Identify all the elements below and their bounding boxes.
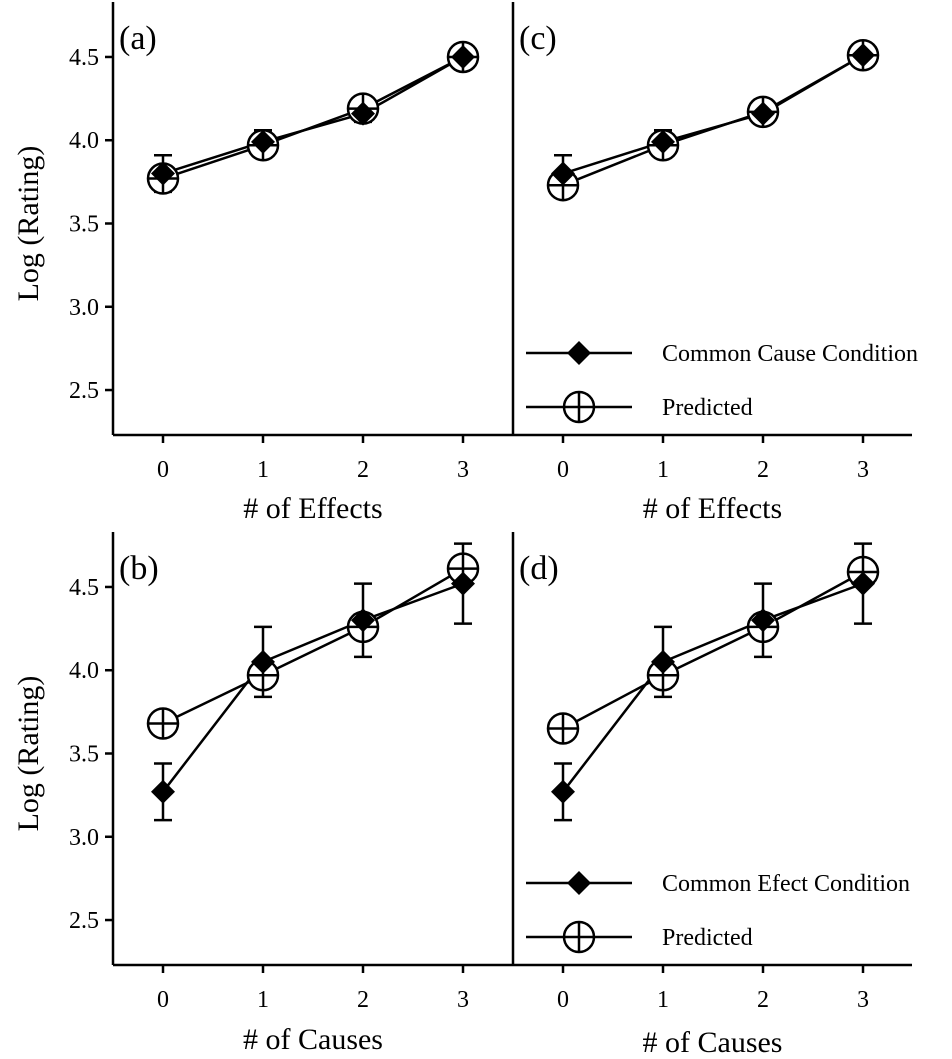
panel-a: 0 1 2 3 2.5 3.0 3.5 4.0 4.5 Log (Rating) # of Effe… bbox=[12, 2, 513, 525]
panel-label: (d) bbox=[519, 550, 559, 587]
observed-point bbox=[751, 101, 775, 126]
legend-label-observed: Common Efect Condition bbox=[662, 871, 910, 897]
predicted-series-line bbox=[562, 54, 864, 187]
observed-point bbox=[451, 571, 475, 596]
y-tick-label: 4.5 bbox=[69, 45, 99, 71]
x-axis-title: # of Causes bbox=[643, 1026, 783, 1059]
observed-point bbox=[851, 43, 875, 68]
x-tick-label: 0 bbox=[557, 987, 569, 1013]
observed-point bbox=[751, 608, 775, 633]
y-tick-label: 2.5 bbox=[69, 908, 99, 934]
x-tick-label: 1 bbox=[257, 987, 269, 1013]
x-tick-label: 3 bbox=[857, 457, 869, 483]
x-tick-label: 2 bbox=[757, 457, 769, 483]
panel-label: (b) bbox=[119, 550, 159, 587]
legend-label-predicted: Predicted bbox=[662, 395, 753, 421]
observed-point bbox=[151, 779, 175, 804]
panel-label: (c) bbox=[519, 20, 557, 57]
observed-series-line bbox=[562, 582, 864, 793]
predicted-point bbox=[146, 707, 180, 740]
observed-point bbox=[551, 161, 575, 186]
x-tick-label: 0 bbox=[157, 987, 169, 1013]
x-tick-label: 1 bbox=[657, 987, 669, 1013]
y-axis-title: Log (Rating) bbox=[12, 146, 45, 302]
observed-point bbox=[851, 571, 875, 596]
observed-point bbox=[351, 608, 375, 633]
observed-series-line bbox=[162, 55, 464, 175]
x-tick-label: 2 bbox=[357, 457, 369, 483]
panel-c: 0 1 2 3 # of Effects (c) Common Cause Conditio… bbox=[511, 2, 918, 525]
observed-point bbox=[451, 44, 475, 69]
legend-marker-observed bbox=[567, 341, 591, 365]
y-tick-label: 3.5 bbox=[69, 742, 99, 768]
observed-series-line bbox=[162, 582, 464, 793]
y-tick-label: 4.0 bbox=[69, 128, 99, 154]
x-tick-label: 2 bbox=[757, 987, 769, 1013]
y-tick-label: 4.5 bbox=[69, 575, 99, 601]
x-tick-label: 3 bbox=[457, 987, 469, 1013]
legend-label-observed: Common Cause Condition bbox=[662, 341, 918, 367]
panel-label: (a) bbox=[119, 20, 157, 57]
x-axis-title: # of Causes bbox=[243, 1023, 383, 1056]
x-axis-title: # of Effects bbox=[643, 492, 782, 525]
observed-point bbox=[651, 129, 675, 154]
predicted-series-line bbox=[162, 567, 464, 725]
x-tick-label: 1 bbox=[657, 457, 669, 483]
x-tick-label: 1 bbox=[257, 457, 269, 483]
x-tick-label: 3 bbox=[857, 987, 869, 1013]
y-axis-title: Log (Rating) bbox=[12, 676, 45, 832]
predicted-series-line bbox=[562, 570, 864, 730]
panel-d: 0 1 2 3 # of Causes (d) Common Efect Condition… bbox=[511, 532, 912, 1059]
x-tick-label: 3 bbox=[457, 457, 469, 483]
observed-point bbox=[151, 161, 175, 186]
observed-point bbox=[351, 101, 375, 126]
y-tick-label: 3.5 bbox=[69, 212, 99, 238]
y-tick-label: 4.0 bbox=[69, 658, 99, 684]
x-tick-label: 0 bbox=[557, 457, 569, 483]
x-axis-title: # of Effects bbox=[243, 492, 382, 525]
y-tick-label: 3.0 bbox=[69, 825, 99, 851]
observed-series-line bbox=[562, 54, 864, 175]
observed-point bbox=[251, 129, 275, 154]
y-tick-label: 2.5 bbox=[69, 378, 99, 404]
legend-label-predicted: Predicted bbox=[662, 925, 753, 951]
predicted-series-line bbox=[162, 55, 464, 180]
x-tick-label: 2 bbox=[357, 987, 369, 1013]
legend-marker-predicted bbox=[562, 390, 596, 424]
panel-b: 0 1 2 3 2.5 3.0 3.5 4.0 4.5 Log (Rating) # of Caus… bbox=[12, 532, 513, 1056]
x-tick-label: 0 bbox=[157, 457, 169, 483]
y-tick-label: 3.0 bbox=[69, 295, 99, 321]
predicted-point bbox=[546, 712, 580, 745]
observed-point bbox=[251, 649, 275, 674]
legend-marker-predicted bbox=[562, 920, 596, 954]
legend-marker-observed bbox=[567, 871, 591, 895]
observed-point bbox=[651, 649, 675, 674]
observed-point bbox=[551, 779, 575, 804]
